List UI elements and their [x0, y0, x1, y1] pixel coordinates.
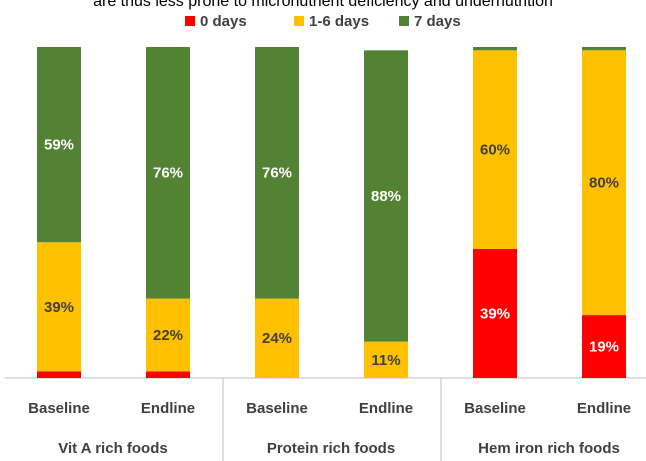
- data-label: 88%: [371, 188, 401, 205]
- data-label: 39%: [480, 305, 510, 322]
- x-tick-label: Endline: [359, 400, 413, 417]
- legend-label: 1-6 days: [309, 13, 369, 30]
- bar-segment: [37, 47, 81, 243]
- chart-title: are thus less prone to micronutrient def…: [93, 0, 553, 10]
- bar-segment: [255, 47, 299, 299]
- data-label: 76%: [153, 165, 183, 182]
- bar-segment: [473, 248, 517, 378]
- data-label: 59%: [44, 137, 74, 154]
- group-label: Vit A rich foods: [58, 440, 167, 457]
- data-label: 19%: [589, 339, 619, 356]
- bar-segment: [582, 50, 626, 316]
- bar-segment: [582, 47, 626, 51]
- bar-segment: [364, 50, 408, 342]
- legend-swatch: [294, 16, 304, 26]
- legend-label: 7 days: [414, 13, 461, 30]
- group-label: Hem iron rich foods: [478, 440, 620, 457]
- x-tick-label: Endline: [141, 400, 195, 417]
- bar-segment: [364, 341, 408, 378]
- bar-segment: [146, 371, 190, 378]
- legend-swatch: [185, 16, 195, 26]
- data-label: 22%: [153, 327, 183, 344]
- bar-segment: [146, 47, 190, 299]
- x-tick-label: Baseline: [464, 400, 526, 417]
- bar-segment: [37, 371, 81, 378]
- bar-segment: [255, 298, 299, 378]
- data-label: 80%: [589, 175, 619, 192]
- bar-segment: [37, 242, 81, 372]
- bar-segment: [473, 47, 517, 51]
- x-tick-label: Baseline: [246, 400, 308, 417]
- legend-label: 0 days: [200, 13, 247, 30]
- data-label: 60%: [480, 142, 510, 159]
- x-tick-label: Endline: [577, 400, 631, 417]
- group-label: Protein rich foods: [267, 440, 395, 457]
- legend-swatch: [399, 16, 409, 26]
- bar-segment: [582, 315, 626, 378]
- data-label: 39%: [44, 299, 74, 316]
- data-label: 24%: [262, 330, 292, 347]
- data-label: 76%: [262, 165, 292, 182]
- bar-segment: [473, 50, 517, 249]
- data-label: 11%: [371, 352, 400, 369]
- x-tick-label: Baseline: [28, 400, 90, 417]
- bar-segment: [146, 298, 190, 372]
